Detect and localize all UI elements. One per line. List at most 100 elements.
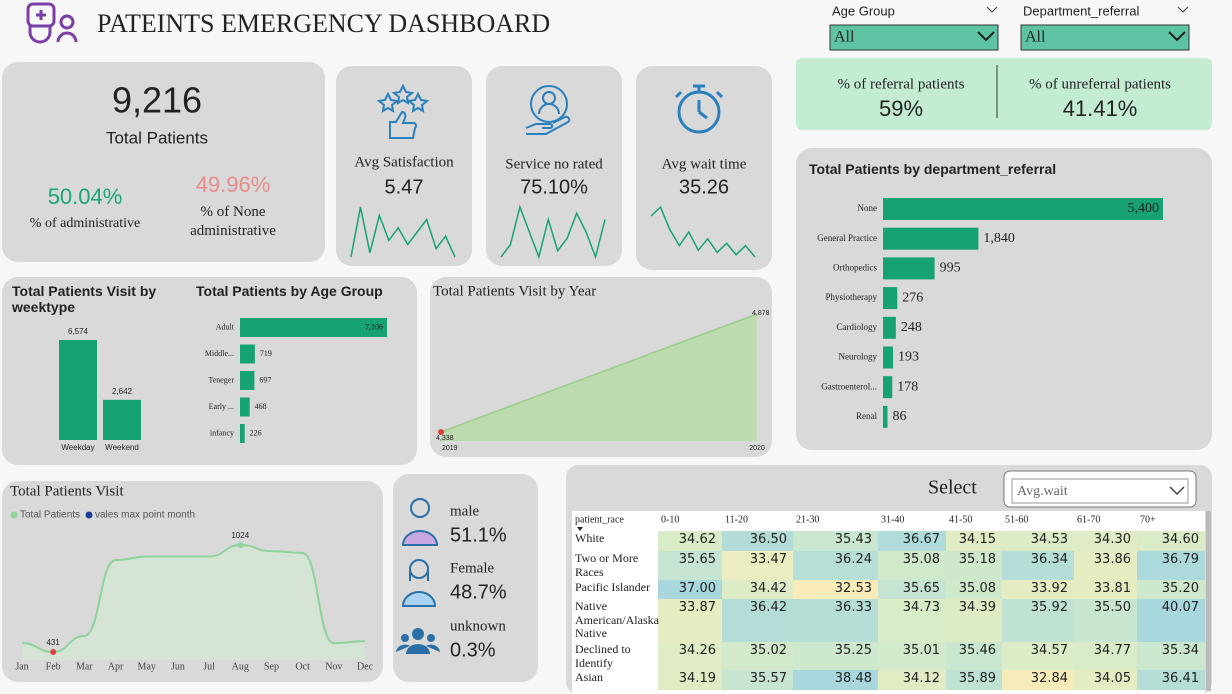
chart-title: Total Patients Visit by weektype	[12, 283, 157, 315]
cell-value: 35.34	[1161, 643, 1199, 658]
gender-value: 51.1%	[450, 524, 507, 546]
cell-value: 35.92	[1030, 600, 1068, 615]
cell-value: 34.77	[1093, 643, 1131, 658]
cell-value: 35.18	[958, 552, 996, 567]
bar	[883, 346, 894, 369]
service-icon	[525, 85, 571, 135]
column-header: 41-50	[949, 514, 972, 525]
cell-value: 34.15	[958, 532, 996, 547]
cell-value: 36.42	[749, 600, 787, 615]
data-label: 7,106	[365, 322, 383, 331]
cell-value: 35.65	[902, 581, 940, 596]
referral-value: 59%	[879, 96, 923, 121]
data-label: 468	[255, 402, 267, 411]
row-label: Pacific Islander	[575, 580, 650, 594]
heat-cell	[1074, 551, 1137, 580]
filter-dropdown[interactable]: All	[1020, 24, 1190, 51]
referral-label: % of referral patients	[837, 76, 964, 92]
card-panel	[636, 66, 772, 270]
gender-label: male	[450, 503, 479, 519]
data-label: 86	[892, 409, 906, 424]
cell-value: 35.08	[958, 581, 996, 596]
heat-cell	[793, 599, 878, 642]
heat-cell	[1137, 670, 1205, 690]
y-tick-label: Cardiology	[837, 322, 878, 332]
gender-value: 0.3%	[450, 639, 496, 661]
heat-cell	[793, 670, 878, 690]
heat-cell	[1074, 531, 1137, 551]
column-header: 21-30	[796, 514, 819, 525]
bar	[883, 198, 1163, 220]
heat-cell	[658, 580, 722, 599]
cell-value: 36.41	[1161, 671, 1199, 686]
referral-value: 41.41%	[1063, 96, 1138, 121]
total-panel	[2, 62, 325, 262]
cell-value: 35.20	[1161, 581, 1199, 596]
column-header: patient_race	[575, 514, 624, 525]
admin-value: 50.04%	[48, 184, 123, 209]
x-tick-label: Weekday	[61, 443, 94, 452]
bar	[59, 340, 97, 440]
heat-cell	[658, 531, 722, 551]
bar	[883, 405, 888, 428]
cell-value: 36.50	[749, 532, 787, 547]
selector[interactable]: Avg.wait	[1003, 470, 1197, 508]
admin-label: % of administrative	[29, 216, 141, 231]
legend-label: Total Patients	[20, 510, 80, 521]
data-label: 697	[259, 375, 271, 384]
bar	[883, 227, 979, 250]
card-value: 35.26	[679, 176, 729, 198]
heat-cell	[946, 551, 1002, 580]
heat-cell	[1074, 670, 1137, 690]
heat-cell	[658, 551, 722, 580]
card-label: Avg wait time	[662, 156, 747, 172]
heat-cell	[1137, 531, 1205, 551]
total-label: Total Patients	[106, 128, 208, 147]
filter-dropdown[interactable]: All	[829, 24, 999, 51]
cell-value: 35.89	[958, 671, 996, 686]
data-label: 5,400	[1128, 201, 1160, 216]
data-label: 1,840	[983, 231, 1015, 246]
sparkline	[350, 206, 456, 258]
data-label: 226	[250, 428, 262, 437]
heat-cell	[793, 642, 878, 670]
chart-title: Total Patients Visit	[10, 483, 124, 499]
cell-value: 33.92	[1030, 581, 1068, 596]
chart-title: Total Patients Visit by Year	[433, 283, 596, 299]
cell-value: 34.19	[678, 671, 716, 686]
heat-cell	[1002, 580, 1074, 599]
logo-icon	[26, 2, 78, 44]
cell-value: 32.53	[834, 581, 872, 596]
x-tick-label: Weekend	[105, 443, 139, 452]
row-label: Two or More Races	[575, 551, 639, 579]
admin-value: 49.96%	[196, 172, 271, 197]
selector-box	[1011, 478, 1189, 504]
cell-value: 32.84	[1030, 671, 1068, 686]
gender-label: unknown	[450, 618, 506, 634]
area	[22, 545, 365, 660]
y-tick-label: Middle...	[205, 349, 234, 358]
heat-cell	[658, 670, 722, 690]
y-tick-label: Physiotherapy	[826, 292, 878, 302]
y-tick-label: Renal	[856, 411, 877, 421]
heat-cell	[878, 599, 946, 642]
data-label: 2,642	[112, 387, 133, 396]
admin-label: % of None administrative	[190, 204, 276, 239]
data-label: 431	[47, 638, 61, 647]
x-tick-label: Sep	[264, 661, 279, 672]
heat-cell	[946, 670, 1002, 690]
heat-cell	[1002, 599, 1074, 642]
min-marker	[50, 649, 57, 655]
sparkline	[650, 205, 756, 258]
heat-cell	[793, 551, 878, 580]
row-label: White	[575, 531, 605, 545]
sparkline	[500, 204, 606, 260]
cell-value: 34.26	[678, 643, 716, 658]
card-panel	[336, 66, 472, 266]
cell-value: 35.57	[749, 671, 787, 686]
heat-cell	[1137, 551, 1205, 580]
x-tick-label: Jan	[15, 661, 28, 672]
cell-value: 34.62	[678, 532, 716, 547]
dashboard-title: PATEINTS EMERGENCY DASHBOARD	[97, 9, 550, 38]
y-tick-label: infancy	[210, 428, 234, 437]
